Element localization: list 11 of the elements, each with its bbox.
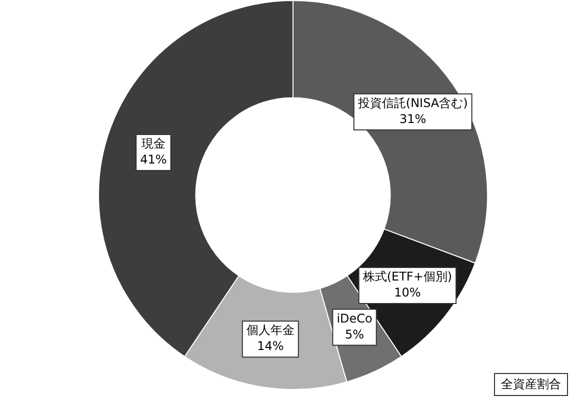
slice-label: 投資信託(NISA含む) [356, 96, 468, 110]
slice-label: iDeCo [336, 311, 372, 326]
data-label: 41% [140, 152, 167, 167]
slice-label: 現金 [141, 136, 166, 151]
slice-label: 株式(ETF+個別) [362, 270, 452, 284]
slice-label: 個人年金 [246, 323, 294, 338]
data-label: 5% [345, 327, 364, 342]
data-label: 10% [394, 286, 421, 300]
data-label: 31% [400, 112, 426, 126]
data-label: 14% [257, 339, 284, 354]
text: 全資産割合 [494, 373, 568, 396]
